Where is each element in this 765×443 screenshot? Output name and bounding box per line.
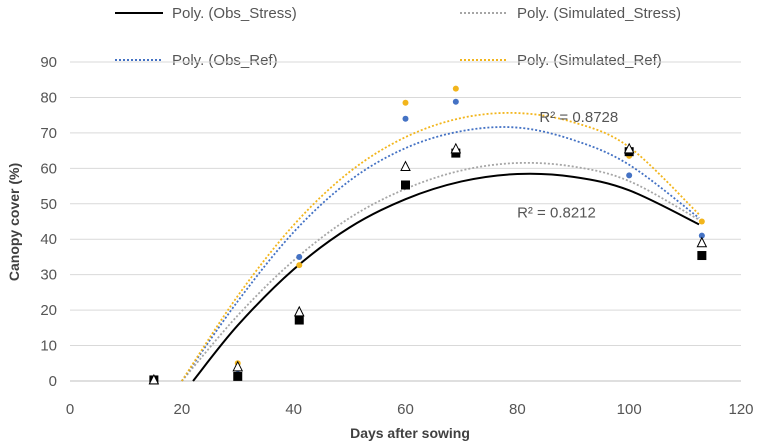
point-simulated-stress [400, 160, 411, 172]
point-simulated-stress [450, 142, 462, 154]
point-obs-ref [296, 253, 303, 260]
trendline-poly-obs-ref [181, 126, 700, 382]
trendline-poly-simulated-stress [181, 161, 700, 382]
r-squared-label: R² = 0.8212 [517, 205, 596, 222]
point-simulated-stress [232, 360, 244, 372]
x-tick-label: 20 [173, 401, 190, 418]
point-obs-stress [401, 180, 410, 190]
y-tick-label: 40 [40, 231, 57, 248]
y-tick-label: 20 [40, 302, 57, 319]
y-tick-label: 50 [40, 196, 57, 213]
point-simulated-stress [148, 373, 160, 385]
trendline-poly-obs-stress [192, 172, 700, 382]
x-axis-ticks: 0 20 40 60 80 100 120 [66, 401, 754, 418]
gridlines [70, 61, 741, 347]
y-tick-label: 80 [40, 89, 57, 106]
point-obs-ref [402, 115, 409, 122]
x-axis-title: Days after sowing [350, 425, 470, 441]
data-points [148, 85, 708, 385]
r-squared-label: R² = 0.8728 [539, 109, 618, 126]
y-tick-label: 60 [40, 160, 57, 177]
point-simulated-ref [402, 99, 409, 106]
y-tick-label: 0 [49, 373, 57, 390]
point-obs-stress [294, 315, 304, 325]
x-tick-label: 120 [728, 401, 753, 418]
point-obs-ref [452, 98, 459, 105]
point-simulated-stress [623, 142, 635, 154]
point-obs-ref [698, 232, 705, 239]
y-tick-label: 70 [40, 125, 57, 142]
x-tick-label: 80 [509, 401, 526, 418]
legend-label-obs-ref: Poly. (Obs_Ref) [172, 52, 278, 69]
legend-label-obs-stress: Poly. (Obs_Stress) [172, 5, 297, 22]
y-axis-title: Canopy cover (%) [6, 163, 22, 281]
trendline-poly-simulated-ref [181, 111, 700, 382]
point-simulated-stress [696, 236, 708, 248]
point-simulated-ref [452, 85, 459, 92]
x-tick-label: 60 [397, 401, 414, 418]
point-obs-stress [233, 371, 243, 381]
point-simulated-ref [698, 218, 705, 225]
point-simulated-stress [293, 305, 305, 317]
point-simulated-ref [296, 262, 303, 269]
legend-label-simulated-ref: Poly. (Simulated_Ref) [517, 52, 662, 69]
legend-label-simulated-stress: Poly. (Simulated_Stress) [517, 5, 681, 22]
legend: Poly. (Obs_Stress) Poly. (Simulated_Stre… [115, 5, 681, 69]
point-obs-stress [697, 251, 707, 261]
r-squared-annotations: R² = 0.8728 R² = 0.8212 [517, 109, 618, 222]
x-tick-label: 40 [285, 401, 302, 418]
y-tick-label: 10 [40, 338, 57, 355]
x-tick-label: 100 [617, 401, 642, 418]
point-obs-ref [626, 172, 633, 179]
y-tick-label: 90 [40, 54, 57, 71]
y-axis-ticks: 0 10 20 30 40 50 60 70 80 90 [40, 54, 57, 390]
trendlines [181, 111, 700, 382]
x-tick-label: 0 [66, 401, 74, 418]
y-tick-label: 30 [40, 267, 57, 284]
